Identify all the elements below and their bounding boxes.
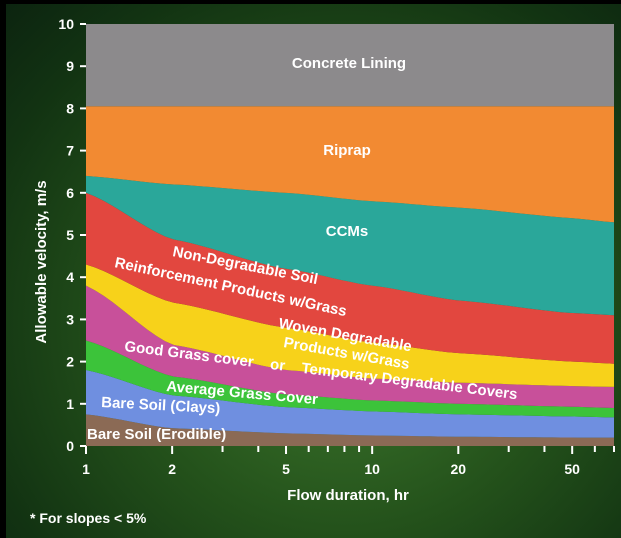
label-concrete-lining: Concrete Lining	[292, 55, 406, 72]
y-tick-label: 7	[66, 143, 74, 159]
y-tick-label: 6	[66, 185, 74, 201]
x-tick-label: 5	[282, 461, 290, 477]
band-bare-soil-clays	[86, 370, 614, 438]
band-ccms	[86, 175, 614, 316]
x-axis-ticks: 1 2 5 10 20 50	[82, 446, 615, 477]
band-concrete-lining	[86, 24, 614, 107]
y-tick-label: 0	[66, 438, 74, 454]
label-bare-soil-erodible: Bare Soil (Erodible)	[87, 426, 226, 443]
x-tick-label: 50	[564, 461, 580, 477]
label-ccms: CCMs	[326, 223, 369, 240]
x-tick-label: 20	[451, 461, 467, 477]
band-bare-soil-erodible	[86, 414, 614, 446]
x-tick-label: 2	[168, 461, 176, 477]
footnote: * For slopes < 5%	[30, 510, 147, 526]
y-tick-label: 4	[66, 269, 74, 285]
y-axis-ticks: 0 1 2 3 4 5 6 7 8 9 10	[58, 16, 86, 454]
band-areas	[86, 24, 614, 446]
y-tick-label: 10	[58, 16, 74, 32]
y-tick-label: 3	[66, 311, 74, 327]
y-tick-label: 8	[66, 100, 74, 116]
y-tick-label: 9	[66, 58, 74, 74]
y-axis-label: Allowable velocity, m/s	[33, 180, 50, 343]
band-non-degradable-soil-reinforcement-products-w-grass	[86, 192, 614, 364]
band-woven-degradable-products-w-grass	[86, 264, 614, 387]
label-riprap: Riprap	[323, 142, 371, 159]
x-tick-label: 1	[82, 461, 90, 477]
label-bare-soil-clays: Bare Soil (Clays)	[101, 394, 221, 417]
band-good-grass-cover-or-temporary-degradable-covers	[86, 285, 614, 408]
band-riprap	[86, 106, 614, 223]
x-tick-label: 10	[364, 461, 380, 477]
y-tick-label: 2	[66, 354, 74, 370]
y-tick-label: 1	[66, 396, 74, 412]
y-tick-label: 5	[66, 227, 74, 243]
band-average-grass-cover	[86, 340, 614, 418]
x-axis-label: Flow duration, hr	[287, 487, 409, 504]
